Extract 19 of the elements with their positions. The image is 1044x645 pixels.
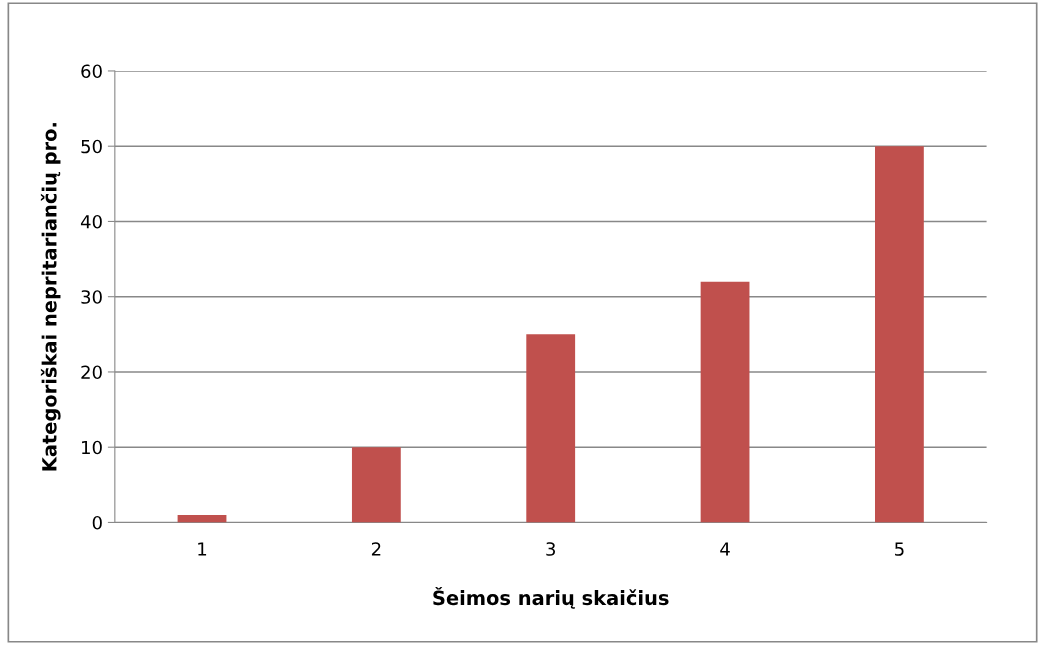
- y-tick-label: 40: [80, 214, 102, 229]
- y-tick-label: 10: [82, 440, 102, 455]
- y-tick-label: 30: [81, 290, 102, 304]
- bar: [700, 281, 750, 523]
- bar: [526, 334, 576, 523]
- x-tick-label: 4: [720, 542, 730, 556]
- bar: [177, 514, 227, 523]
- x-axis-title: Šeimos narių skaičius: [433, 586, 669, 609]
- x-tick-label: 3: [546, 542, 556, 556]
- bar: [875, 146, 924, 523]
- y-tick-label: 0: [92, 515, 102, 530]
- y-tick-label: 50: [81, 139, 102, 154]
- x-tick-label: 1: [198, 542, 207, 556]
- x-tick-label: 2: [371, 542, 381, 556]
- y-tick-label: 60: [81, 64, 102, 79]
- y-axis-title: Kategoriškai nepritariančių pro.: [40, 123, 61, 471]
- x-tick-label: 5: [895, 542, 904, 556]
- bar: [351, 447, 401, 523]
- y-tick-label: 20: [81, 365, 102, 380]
